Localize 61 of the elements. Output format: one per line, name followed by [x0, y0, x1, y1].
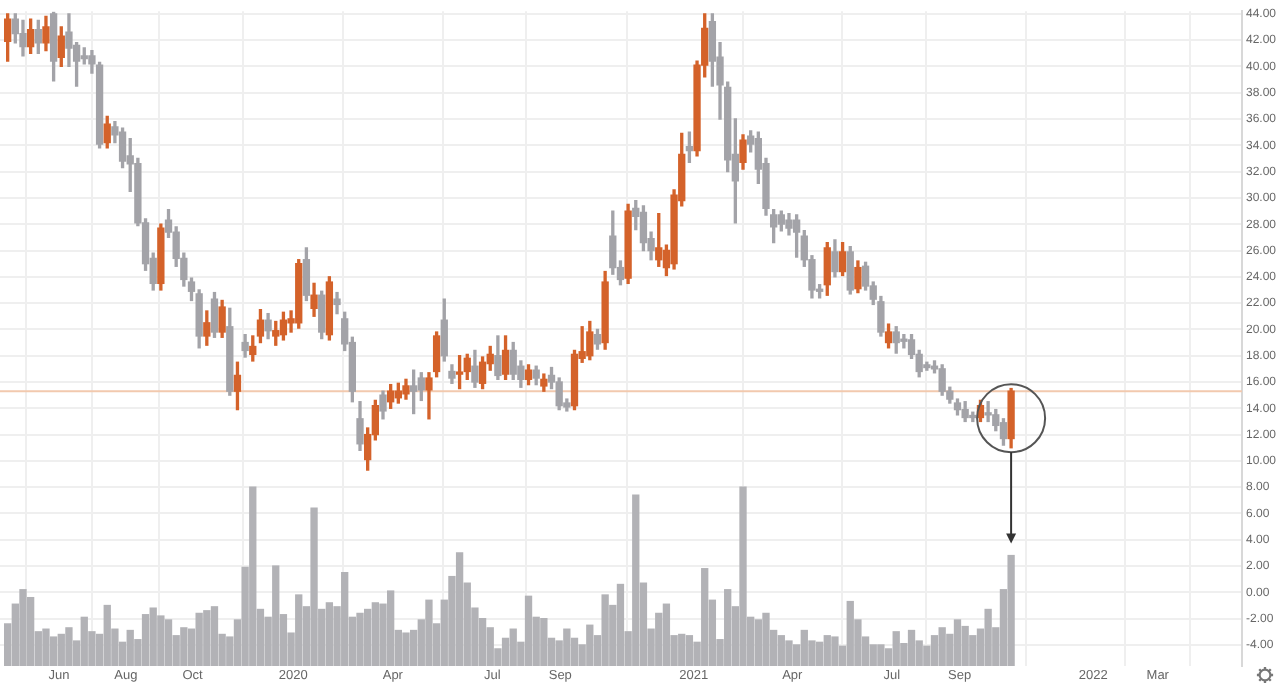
bar: [325, 602, 334, 666]
bar: [310, 507, 318, 666]
bar: [907, 629, 916, 666]
bar: [180, 627, 188, 666]
bar: [341, 571, 349, 666]
bar: [961, 625, 969, 666]
bar: [823, 635, 831, 666]
bar: [678, 633, 686, 666]
bar: [930, 635, 939, 666]
bar: [800, 629, 808, 666]
bar: [777, 635, 785, 666]
bar: [831, 636, 839, 666]
bar: [869, 644, 877, 666]
bar: [754, 619, 762, 666]
candlestick: [984, 401, 992, 423]
bar: [815, 641, 824, 666]
bar: [80, 616, 88, 666]
bar: [616, 583, 625, 666]
bar: [364, 608, 372, 666]
bar: [586, 624, 594, 666]
bar: [892, 631, 900, 666]
bar: [164, 619, 173, 666]
bar: [509, 628, 517, 666]
bar: [295, 594, 303, 666]
bar: [387, 590, 395, 666]
bar: [425, 599, 433, 666]
bar: [662, 603, 671, 666]
bar: [540, 618, 548, 666]
candlestick: [900, 334, 908, 349]
bar: [149, 607, 157, 666]
bar: [195, 612, 203, 666]
bar: [701, 568, 709, 666]
bar: [203, 610, 211, 666]
bar: [655, 612, 663, 666]
bar: [685, 635, 694, 666]
bar: [126, 629, 134, 666]
bar: [524, 595, 533, 666]
bar: [846, 600, 854, 666]
bar: [65, 627, 73, 666]
bar: [953, 619, 962, 666]
bar: [739, 486, 747, 666]
bar: [26, 596, 35, 666]
bar: [724, 589, 732, 666]
bar: [762, 612, 770, 666]
bar: [632, 494, 640, 666]
bar: [210, 606, 219, 666]
bar: [938, 627, 946, 666]
bar: [141, 614, 150, 666]
bar: [249, 486, 257, 666]
bar: [455, 552, 464, 666]
bar: [103, 604, 111, 666]
bar: [49, 636, 58, 666]
bar: [371, 602, 379, 666]
bar: [984, 608, 992, 666]
bar: [1007, 554, 1015, 666]
bar: [57, 633, 65, 666]
bar: [601, 594, 609, 666]
bar: [570, 637, 579, 666]
bar: [563, 628, 571, 666]
bar: [501, 637, 510, 666]
bar: [272, 565, 280, 666]
